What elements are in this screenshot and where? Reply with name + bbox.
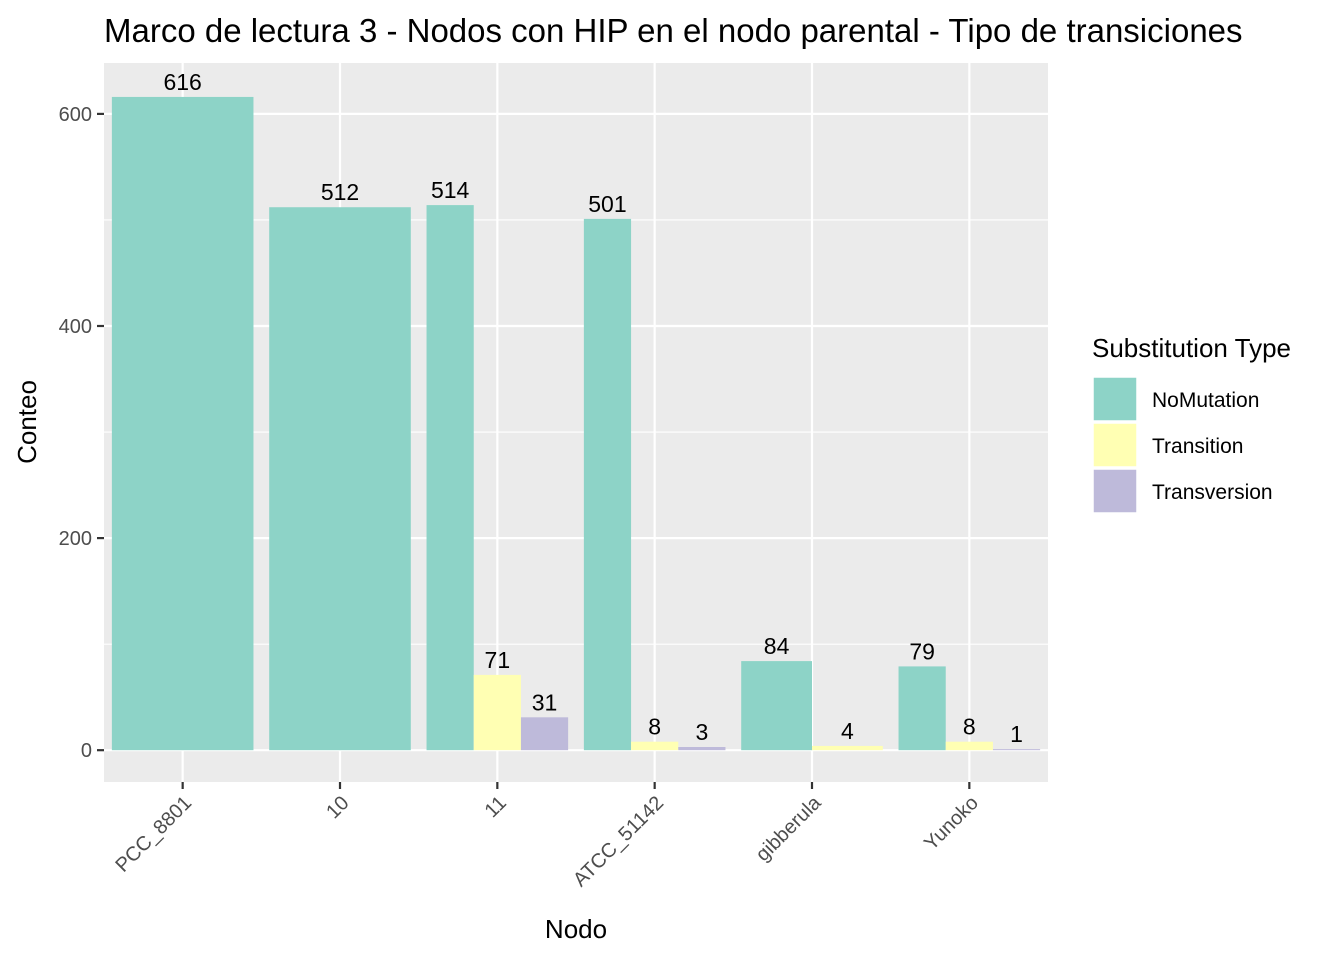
bar-nomutation-11	[426, 205, 474, 751]
x-tick-label: Yunoko	[920, 792, 983, 855]
x-tick-label: 11	[481, 792, 511, 822]
bar-transition-atcc_51142	[631, 741, 679, 751]
data-label: 616	[163, 69, 201, 95]
data-label: 84	[764, 633, 790, 659]
data-label: 8	[963, 714, 976, 740]
data-label: 79	[909, 638, 935, 664]
data-label: 1	[1010, 721, 1023, 747]
bar-transition-11	[473, 674, 521, 751]
bar-nomutation-10	[269, 207, 411, 751]
bar-nomutation-pcc_8801	[111, 96, 254, 751]
bar-transversion-yunoko	[992, 749, 1041, 751]
data-label: 501	[588, 191, 626, 217]
data-label: 4	[841, 718, 854, 744]
data-label: 71	[485, 647, 511, 673]
y-tick-label: 600	[59, 104, 92, 126]
data-label: 512	[321, 179, 359, 205]
bar-transition-yunoko	[945, 741, 993, 751]
x-tick-label: 10	[322, 792, 353, 823]
bar-nomutation-gibberula	[741, 661, 812, 751]
legend-title: Substitution Type	[1092, 333, 1291, 363]
y-axis-title: Conteo	[12, 380, 42, 464]
legend-label-transversion: Transversion	[1152, 481, 1273, 504]
y-tick-label: 0	[81, 740, 92, 762]
x-tick-label: gibberula	[752, 791, 826, 865]
legend-label-transition: Transition	[1152, 435, 1243, 458]
x-tick-label: ATCC_51142	[569, 792, 668, 891]
y-tick-label: 200	[59, 528, 92, 550]
chart-title: Marco de lectura 3 - Nodos con HIP en el…	[104, 12, 1243, 49]
data-label: 31	[532, 689, 558, 715]
bar-transition-gibberula	[812, 745, 883, 751]
x-tick-label: PCC_8801	[111, 792, 196, 877]
data-labels: 616 512 514 71 31 501 8 3 84 4 79 8 1	[163, 69, 1022, 747]
legend-items: NoMutation Transition Transversion	[1092, 376, 1273, 514]
legend-key-transition	[1092, 422, 1138, 468]
y-axis: 0 200 400 600	[59, 104, 104, 762]
bar-transversion-11	[520, 717, 569, 751]
bar-nomutation-atcc_51142	[583, 218, 632, 751]
legend-key-nomutation	[1092, 376, 1138, 422]
x-axis-title: Nodo	[545, 914, 607, 944]
legend-label-nomutation: NoMutation	[1152, 389, 1259, 412]
legend-key-transversion	[1092, 468, 1138, 514]
bar-nomutation-yunoko	[898, 666, 946, 751]
plot-panel	[104, 63, 1048, 782]
data-label: 3	[695, 719, 708, 745]
x-axis: PCC_8801 10 11 ATCC_51142 gibberula Yunoko	[111, 782, 983, 891]
y-tick-label: 400	[59, 316, 92, 338]
data-label: 8	[648, 714, 661, 740]
data-label: 514	[431, 177, 470, 203]
legend: Substitution Type NoMutation Transition Tr…	[1092, 333, 1291, 514]
bar-transversion-atcc_51142	[678, 747, 726, 751]
bars	[111, 96, 1041, 751]
